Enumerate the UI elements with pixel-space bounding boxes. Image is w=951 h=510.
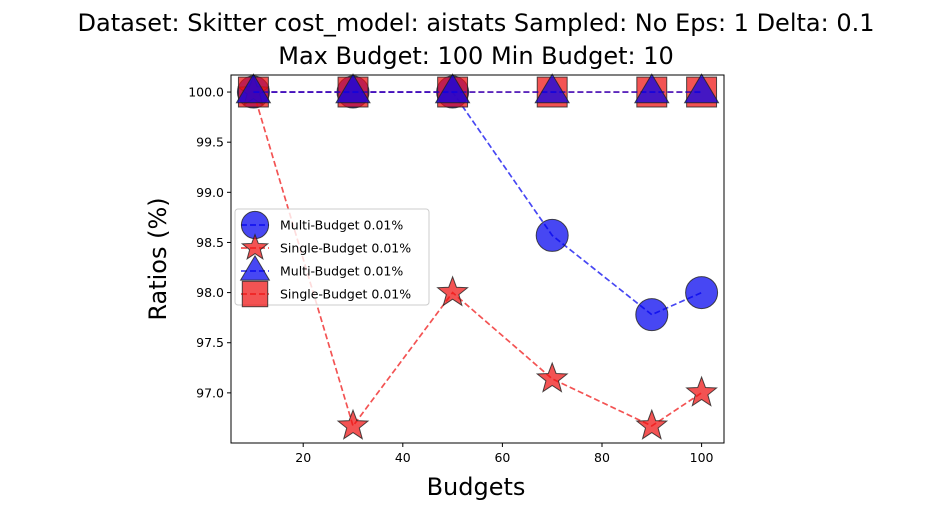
x-tick-label: 60 (494, 450, 510, 465)
legend: Multi-Budget 0.01% Single-Budget 0.01% Mul… (234, 208, 430, 308)
y-tick-label: 99.5 (196, 135, 224, 150)
y-tick-label: 98.5 (196, 235, 224, 250)
y-tick-label: 100.0 (188, 85, 224, 100)
y-tick-label: 99.0 (196, 185, 224, 200)
legend-label: Multi-Budget 0.01% (280, 218, 403, 233)
plot-frame (230, 74, 725, 444)
data-point-triangle (683, 73, 720, 104)
ticks-layer: 20 40 60 80 100 97.0 97.5 98.0 98.5 99.0 99.5 100.0 (188, 85, 713, 465)
legend-marker-triangle (239, 254, 271, 281)
legend-marker-star (240, 233, 270, 260)
legend-label: Single-Budget 0.01% (280, 241, 411, 256)
series-3-triangle (235, 73, 720, 104)
y-tick-label: 98.0 (196, 285, 224, 300)
chart-title-line2: Max Budget: 100 Min Budget: 10 (278, 42, 674, 70)
legend-box (234, 208, 430, 306)
data-point-triangle (335, 73, 371, 104)
data-point-triangle (434, 73, 471, 104)
data-point-circle (535, 218, 569, 252)
legend-label: Single-Budget 0.01% (280, 287, 411, 302)
series-layer (235, 73, 720, 440)
legend-entry: Single-Budget 0.01% (240, 233, 411, 260)
data-point-star (336, 408, 370, 440)
legend-entry: Single-Budget 0.01% (241, 280, 411, 308)
data-point-star (635, 408, 669, 440)
legend-entry: Multi-Budget 0.01% (240, 210, 403, 240)
x-tick-label: 100 (690, 450, 714, 465)
y-axis-label: Ratios (%) (144, 197, 172, 320)
data-point-triangle (534, 73, 571, 104)
data-point-circle (635, 298, 669, 332)
data-point-circle (685, 276, 719, 310)
x-axis-label: Budgets (427, 473, 526, 501)
data-point-triangle (235, 73, 272, 104)
data-point-star (685, 375, 718, 407)
y-tick-label: 97.5 (196, 335, 224, 350)
legend-label: Multi-Budget 0.01% (280, 264, 403, 279)
legend-marker-square (241, 280, 269, 308)
data-point-star (436, 275, 469, 307)
x-tick-label: 80 (594, 450, 610, 465)
x-tick-label: 40 (395, 450, 411, 465)
chart-title-line1: Dataset: Skitter cost_model: aistats Sam… (78, 9, 875, 37)
y-tick-label: 97.0 (196, 385, 224, 400)
legend-entry: Multi-Budget 0.01% (239, 254, 403, 281)
data-point-triangle (633, 73, 670, 104)
data-point-star (535, 361, 569, 393)
x-tick-label: 20 (295, 450, 311, 465)
